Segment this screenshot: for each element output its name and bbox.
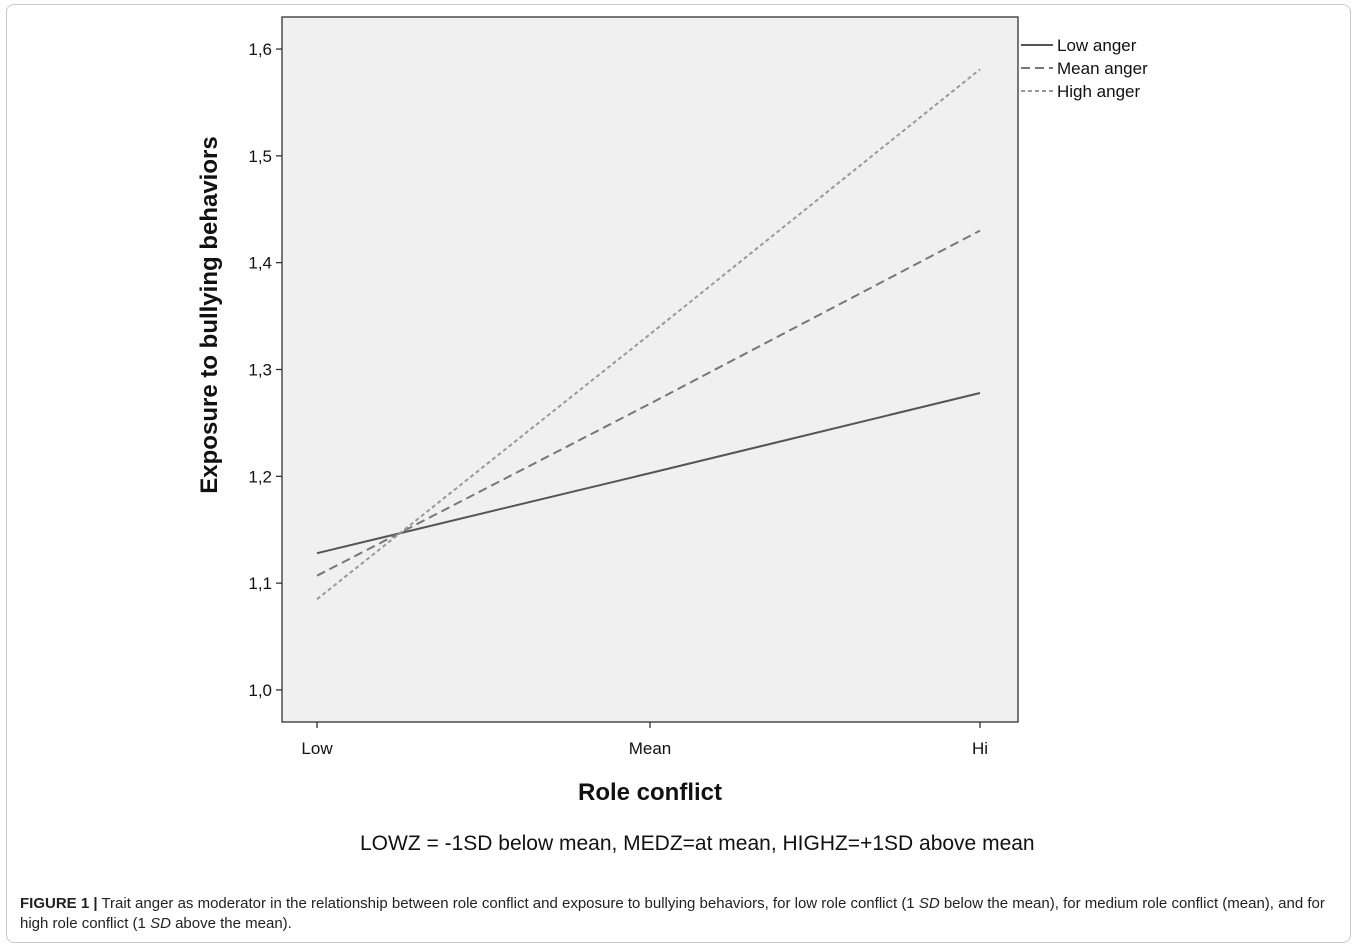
series-line-1 xyxy=(316,229,981,577)
series-lines xyxy=(316,68,981,600)
y-axis-label: Exposure to bullying behaviors xyxy=(196,136,223,493)
y-tick-label: 1,0 xyxy=(248,681,272,700)
x-tick-label: Low xyxy=(301,739,333,758)
legend-label: Low anger xyxy=(1057,36,1137,55)
caption-sd-2: SD xyxy=(150,915,171,932)
caption-text-2: below the mean), for medium role conflic… xyxy=(20,895,1325,932)
y-tick-label: 1,2 xyxy=(248,467,272,486)
legend-label: High anger xyxy=(1057,82,1141,101)
y-tick-label: 1,6 xyxy=(248,40,272,59)
figure-caption: FIGURE 1 | Trait anger as moderator in t… xyxy=(20,894,1340,934)
x-axis-label: Role conflict xyxy=(578,779,722,806)
y-tick-label: 1,4 xyxy=(248,254,272,273)
legend: Low anger Mean anger High anger xyxy=(1021,36,1148,101)
plot-area xyxy=(281,16,1019,723)
y-tick-label: 1,3 xyxy=(248,361,272,380)
x-tick-label: Hi xyxy=(972,739,988,758)
figure-frame: 1,0 1,1 1,2 1,3 1,4 1,5 1,6 Low Mean Hi Low ange… xyxy=(6,4,1351,943)
caption-sd-1: SD xyxy=(918,895,940,912)
x-axis: Low Mean Hi xyxy=(301,722,988,758)
y-tick-label: 1,1 xyxy=(248,574,272,593)
caption-label: FIGURE 1 | xyxy=(20,895,98,912)
chart-note: LOWZ = -1SD below mean, MEDZ=at mean, HI… xyxy=(360,832,1035,855)
legend-label: Mean anger xyxy=(1057,59,1148,78)
y-tick-label: 1,5 xyxy=(248,147,272,166)
series-line-0 xyxy=(316,392,981,555)
y-axis: 1,0 1,1 1,2 1,3 1,4 1,5 1,6 xyxy=(248,40,282,700)
caption-text-3: above the mean). xyxy=(170,915,292,932)
x-tick-label: Mean xyxy=(629,739,672,758)
caption-text-1: Trait anger as moderator in the relation… xyxy=(97,895,919,912)
series-line-2 xyxy=(316,68,981,600)
line-chart: 1,0 1,1 1,2 1,3 1,4 1,5 1,6 Low Mean Hi Low ange… xyxy=(196,16,1148,806)
